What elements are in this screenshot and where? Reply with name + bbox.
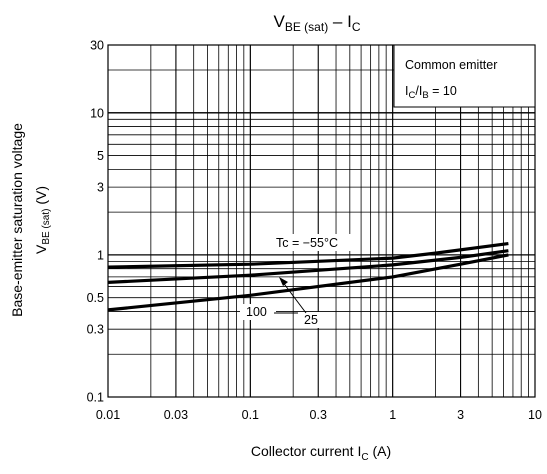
y-tick-label: 1	[97, 248, 104, 262]
y-axis-label-line-1: Base-emitter saturation voltage	[9, 123, 25, 317]
y-tick-label: 3	[97, 181, 104, 195]
curve-label-100: 100	[246, 305, 267, 319]
curve-label-25: 25	[304, 313, 318, 327]
leader-25	[281, 280, 307, 314]
y-tick-label: 30	[90, 39, 104, 53]
plot-frame	[107, 44, 536, 398]
series-line-2	[107, 253, 509, 312]
legend-line-1: Common emitter	[405, 58, 497, 72]
x-tick-labels: 0.01 0.03 0.1 0.3 1 3 10	[96, 408, 542, 422]
series-group	[107, 242, 509, 312]
y-tick-labels: 0.1 0.3 0.5 1 3 5 10 30	[87, 39, 104, 405]
leader-25-arrowhead	[279, 277, 288, 286]
x-tick-label: 3	[457, 408, 464, 422]
y-tick-label: 10	[90, 106, 104, 120]
x-tick-label: 10	[528, 408, 542, 422]
y-tick-label: 0.1	[87, 391, 104, 405]
series-line-0	[107, 242, 509, 269]
legend-line-2: IC/IB = 10	[405, 84, 457, 101]
x-tick-label: 0.3	[310, 408, 327, 422]
x-tick-label: 0.1	[242, 408, 259, 422]
series-line-1	[107, 249, 509, 284]
grid	[108, 45, 535, 397]
y-tick-label: 5	[97, 149, 104, 163]
curve-labels: Tc = −55°C 25 100	[240, 234, 358, 328]
y-tick-label: 0.5	[87, 291, 104, 305]
x-tick-label: 0.03	[164, 408, 188, 422]
x-tick-label: 0.01	[96, 408, 120, 422]
y-tick-label: 0.3	[87, 323, 104, 337]
y-axis-label: Base-emitter saturation voltage VBE (sat…	[9, 123, 52, 317]
x-axis-label: Collector current IC (A)	[251, 443, 391, 463]
legend: Common emitter IC/IB = 10	[393, 44, 536, 108]
legend-box	[393, 44, 536, 108]
y-axis-label-line-2: VBE (sat) (V)	[33, 186, 52, 254]
chart-title: VBE (sat) – IC	[274, 12, 361, 34]
curve-label-tc-neg55: Tc = −55°C	[276, 236, 338, 250]
x-tick-label: 1	[389, 408, 396, 422]
